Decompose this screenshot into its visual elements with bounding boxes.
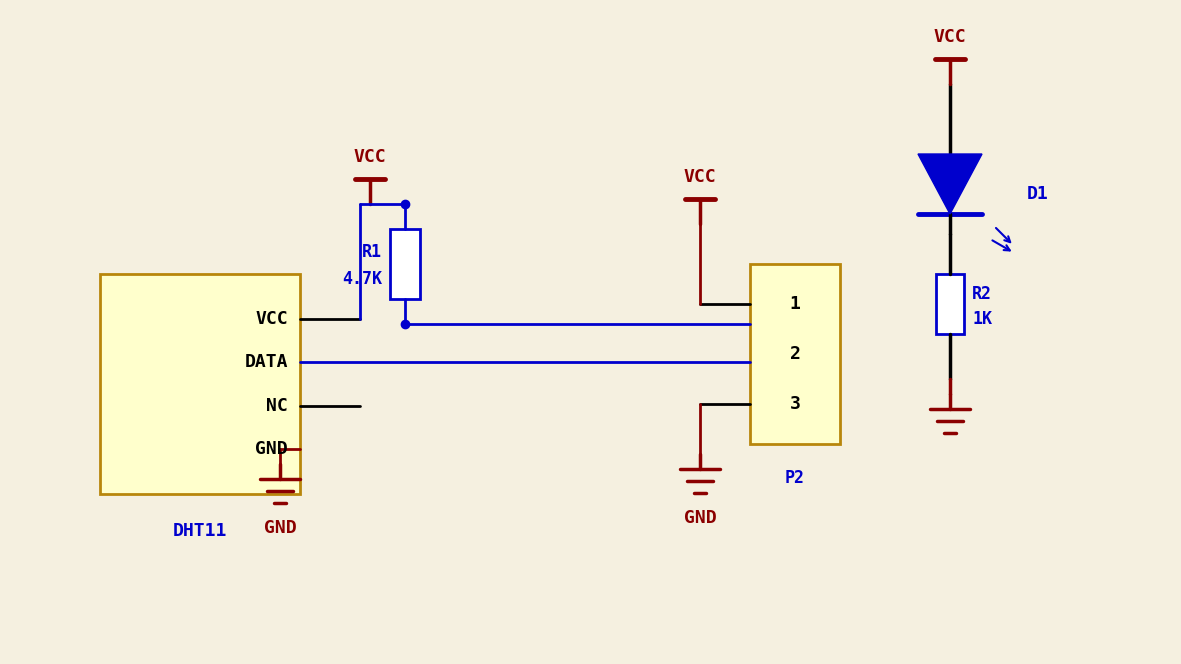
Polygon shape <box>918 154 981 214</box>
Bar <box>750 264 840 444</box>
Text: VCC: VCC <box>684 168 717 186</box>
Text: 1: 1 <box>790 295 801 313</box>
Bar <box>100 274 300 494</box>
Text: GND: GND <box>684 509 717 527</box>
Text: NC: NC <box>266 397 288 415</box>
Bar <box>937 274 964 334</box>
Text: VCC: VCC <box>353 148 386 166</box>
Text: VCC: VCC <box>255 310 288 328</box>
Text: D1: D1 <box>1027 185 1049 203</box>
Text: VCC: VCC <box>934 28 966 46</box>
Text: P2: P2 <box>785 469 805 487</box>
Text: 4.7K: 4.7K <box>342 270 381 288</box>
Text: 2: 2 <box>790 345 801 363</box>
Text: 1K: 1K <box>972 310 992 328</box>
Text: 3: 3 <box>790 395 801 413</box>
Text: GND: GND <box>263 519 296 537</box>
Text: GND: GND <box>255 440 288 458</box>
Text: R1: R1 <box>363 243 381 261</box>
Text: R2: R2 <box>972 285 992 303</box>
Text: DATA: DATA <box>244 353 288 371</box>
Bar <box>390 229 420 299</box>
Text: DHT11: DHT11 <box>172 522 227 540</box>
